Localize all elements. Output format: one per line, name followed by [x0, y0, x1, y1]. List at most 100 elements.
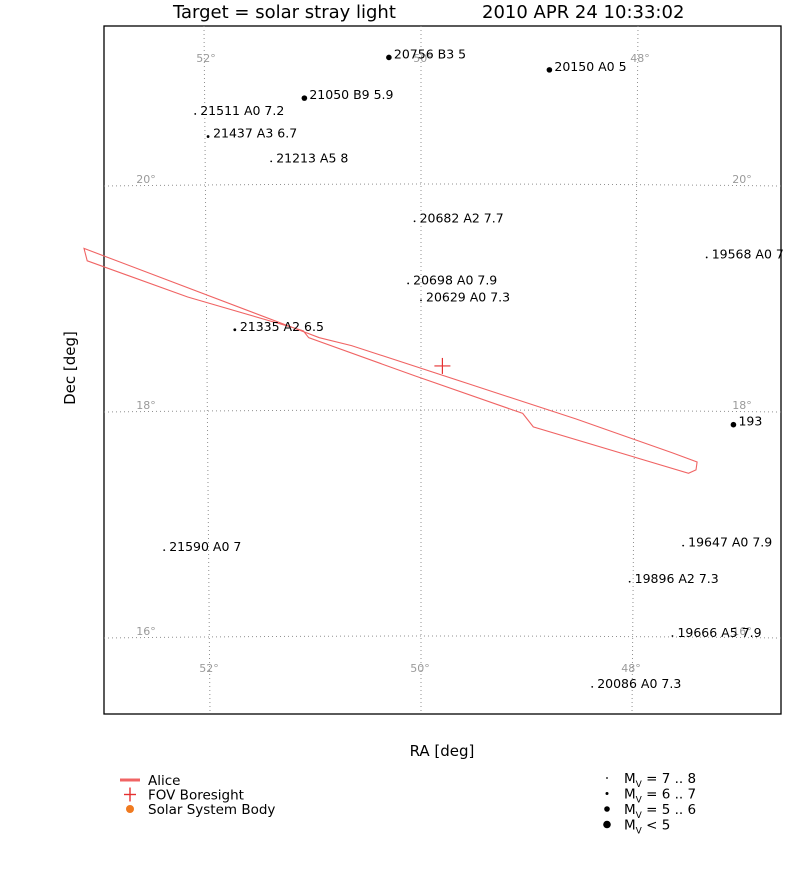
legend-item-dot: Solar System Body — [126, 802, 275, 818]
star-marker — [591, 685, 594, 688]
ra-tick-label-bottom-0: 52° — [199, 662, 219, 675]
legend-label: Alice — [148, 773, 180, 789]
star-label: 193 — [738, 414, 762, 429]
ra-tick-label-bottom-1: 50° — [410, 662, 430, 675]
star-label: 20682 A2 7.7 — [420, 210, 504, 225]
grid-dec-line-2 — [103, 635, 782, 639]
legend-item-line: Alice — [120, 773, 180, 789]
star-15: 19666 A5 7.9 — [671, 625, 762, 640]
legend-magnitude-label: MV < 5 — [624, 818, 670, 837]
legend-label: Solar System Body — [148, 802, 275, 818]
star-12: 21590 A0 7 — [163, 539, 241, 554]
star-label: 21050 B9 5.9 — [309, 87, 393, 102]
x-axis-label: RA [deg] — [410, 742, 475, 760]
ra-tick-label-top-0: 52° — [196, 52, 216, 65]
legend-magnitude-3: MV < 5 — [603, 818, 670, 837]
chart-title-time: 2010 APR 24 10:33:02 — [482, 2, 684, 23]
star-1: 20150 A0 5 — [546, 59, 627, 74]
star-marker — [386, 54, 392, 61]
legend-label: FOV Boresight — [148, 788, 244, 804]
dec-tick-label-right-0: 20° — [732, 173, 752, 186]
grid-dec-line-0 — [103, 183, 782, 187]
dec-tick-label-right-1: 18° — [732, 399, 752, 412]
alice-fov-track — [83, 247, 698, 474]
dec-tick-label-left-1: 18° — [136, 399, 156, 412]
legend-magnitude-label: MV = 5 .. 6 — [624, 802, 696, 821]
star-label: 19568 A0 7 — [712, 246, 784, 261]
grid-ra-line-2 — [631, 25, 639, 715]
star-13: 19647 A0 7.9 — [682, 535, 772, 550]
legend-magnitude-2: MV = 5 .. 6 — [604, 802, 696, 821]
dec-tick-label-right-2: 16° — [732, 625, 752, 638]
legend-magnitude-marker — [603, 820, 611, 829]
star-label: 20629 A0 7.3 — [426, 289, 510, 304]
star-11: 193 — [730, 414, 762, 429]
legend-item-cross: FOV Boresight — [124, 787, 244, 804]
star-0: 20756 B3 5 — [386, 46, 466, 61]
star-8: 20698 A0 7.9 — [407, 272, 497, 287]
dec-tick-label-left-2: 16° — [136, 625, 156, 638]
grid-layer: 52° 52° 50° 50° 48° 48° 20° 20° 18° 18° 16° 16° — [103, 25, 782, 715]
star-6: 20682 A2 7.7 — [413, 210, 504, 225]
dec-tick-label-left-0: 20° — [136, 173, 156, 186]
star-label: 21213 A5 8 — [276, 150, 348, 165]
star-3: 21511 A0 7.2 — [194, 103, 284, 118]
ra-tick-label-top-1: 50° — [413, 52, 433, 65]
fov-boresight-marker — [434, 357, 451, 374]
star-marker — [420, 299, 422, 302]
star-4: 21437 A3 6.7 — [206, 126, 297, 141]
star-label: 21590 A0 7 — [169, 539, 241, 554]
legend-swatch-dot — [126, 805, 134, 813]
star-14: 19896 A2 7.3 — [628, 571, 719, 586]
star-marker — [730, 421, 737, 428]
star-marker — [194, 113, 197, 115]
legend-magnitude-0: MV = 7 .. 8 — [606, 771, 696, 790]
star-label: 21335 A2 6.5 — [240, 319, 324, 334]
ra-tick-label-top-2: 48° — [630, 52, 650, 65]
star-2: 21050 B9 5.9 — [301, 87, 394, 102]
star-marker — [301, 95, 308, 101]
legend-magnitude-label: MV = 6 .. 7 — [624, 787, 696, 806]
star-marker — [270, 160, 273, 163]
legend-magnitude-marker — [604, 806, 610, 812]
star-marker — [546, 67, 553, 73]
star-label: 19647 A0 7.9 — [688, 535, 772, 550]
star-label: 21437 A3 6.7 — [213, 126, 297, 141]
star-label: 21511 A0 7.2 — [200, 103, 284, 118]
alice-track-layer — [83, 247, 698, 474]
star-marker — [163, 549, 166, 552]
star-label: 20698 A0 7.9 — [413, 272, 497, 287]
legend-magnitude-label: MV = 7 .. 8 — [624, 771, 696, 790]
grid-dec-line-1 — [103, 409, 782, 413]
grid-ra-line-0 — [203, 25, 211, 715]
legend-magnitude-marker — [605, 792, 609, 795]
chart-title-target: Target = solar stray light — [172, 2, 396, 23]
star-16: 20086 A0 7.3 — [591, 676, 681, 691]
star-marker — [671, 635, 674, 637]
ra-tick-label-bottom-2: 48° — [621, 662, 641, 675]
legend-magnitude-marker — [606, 777, 608, 779]
star-label: 19896 A2 7.3 — [635, 571, 719, 586]
star-label: 19666 A5 7.9 — [677, 625, 761, 640]
legend-magnitude-1: MV = 6 .. 7 — [605, 787, 696, 806]
star-10: 21335 A2 6.5 — [233, 319, 324, 334]
star-marker — [413, 220, 416, 223]
boresight-layer — [434, 357, 451, 374]
star-label: 20086 A0 7.3 — [597, 676, 681, 691]
star-marker — [628, 580, 631, 583]
y-axis-label: Dec [deg] — [61, 331, 79, 405]
star-marker — [206, 135, 210, 138]
star-label: 20150 A0 5 — [554, 59, 626, 74]
star-label: 20756 B3 5 — [394, 46, 466, 61]
star-layer: 20756 B3 5 20150 A0 5 21050 B9 5.9 21511 A0… — [163, 46, 784, 691]
star-5: 21213 A5 8 — [270, 150, 348, 165]
star-7: 19568 A0 7 — [705, 246, 784, 261]
star-marker — [682, 544, 685, 547]
plot-frame — [103, 25, 782, 715]
star-marker — [407, 282, 410, 285]
star-marker — [705, 256, 708, 259]
star-9: 20629 A0 7.3 — [420, 289, 510, 304]
star-marker — [233, 328, 237, 332]
